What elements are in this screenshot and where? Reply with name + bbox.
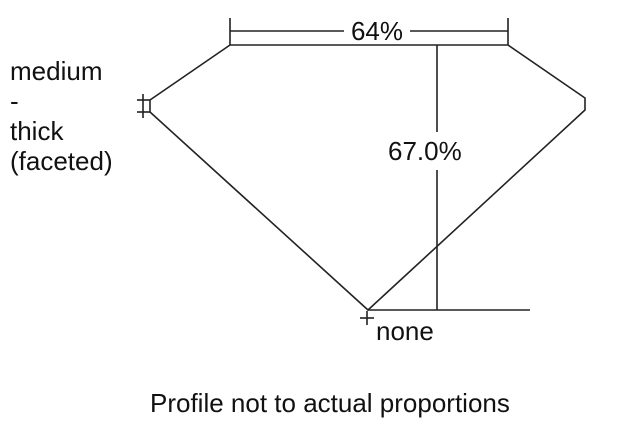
girdle-label-line-3: thick xyxy=(10,116,64,146)
footnote: Profile not to actual proportions xyxy=(150,388,510,418)
girdle-label-line-2: - xyxy=(10,86,19,116)
crown-outline xyxy=(149,44,586,312)
girdle-label-line-1: medium xyxy=(10,56,102,86)
culet-label: none xyxy=(376,316,434,346)
girdle-label-line-4: (faceted) xyxy=(10,146,113,176)
table-percentage: 64% xyxy=(351,16,403,46)
depth-percentage: 67.0% xyxy=(388,136,462,166)
